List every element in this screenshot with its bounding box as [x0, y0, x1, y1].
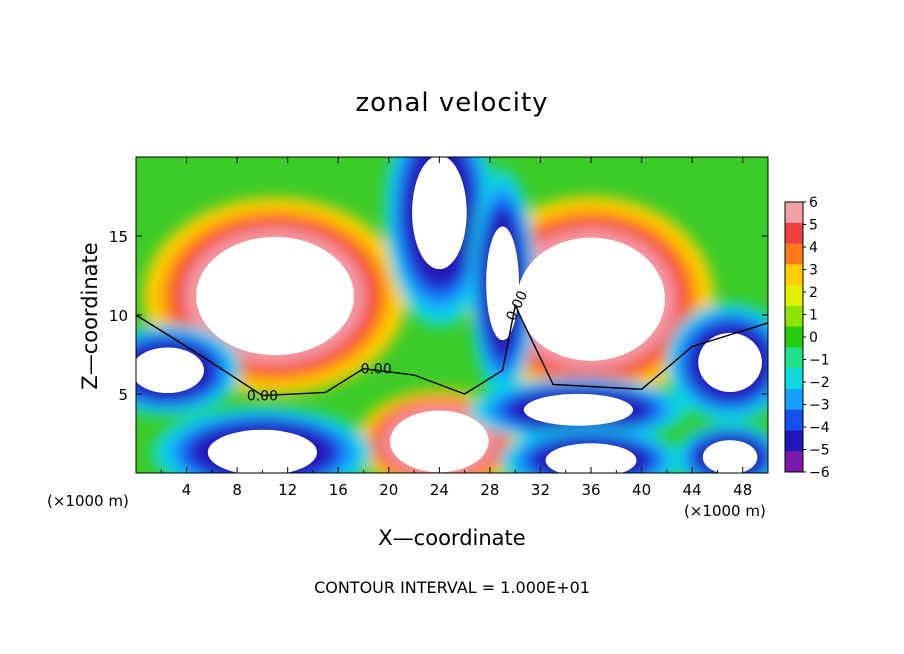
negative-core-0 — [412, 157, 467, 270]
x-tick-label-40: 40 — [632, 481, 651, 499]
positive-core-0 — [196, 236, 354, 356]
x-tick-label-28: 28 — [480, 481, 499, 499]
colorbar-label-12: −6 — [809, 465, 830, 481]
colorbar-swatch-6 — [785, 326, 803, 348]
colorbar-swatch-10 — [785, 409, 803, 431]
x-unit-label-left: (×1000 m) — [47, 492, 129, 510]
x-tick-label-36: 36 — [581, 481, 600, 499]
x-tick-label-32: 32 — [531, 481, 550, 499]
colorbar-swatch-0 — [785, 202, 803, 224]
colorbar-label-2: 4 — [809, 240, 818, 256]
x-axis-label: X—coordinate — [378, 526, 526, 550]
colorbar-label-11: −5 — [809, 443, 830, 459]
colorbar-label-10: −4 — [809, 420, 830, 436]
colorbar-label-3: 3 — [809, 263, 818, 279]
colorbar-label-0: 6 — [809, 195, 818, 211]
colorbar-label-5: 1 — [809, 308, 818, 324]
heatmap-saturated — [136, 157, 762, 473]
zero-contour-line — [136, 303, 768, 397]
x-tick-label-20: 20 — [379, 481, 398, 499]
colorbar-swatch-4 — [785, 285, 803, 307]
colorbar-swatch-3 — [785, 264, 803, 286]
chart-title: zonal velocity — [355, 88, 549, 118]
negative-core-4 — [523, 393, 634, 426]
negative-core-1 — [486, 226, 519, 341]
colorbar: 6 5 4 3 2 1 0 −1 −2 −3 −4 −5 −6 — [784, 195, 830, 481]
colorbar-label-8: −2 — [809, 375, 830, 391]
negative-core-2 — [136, 347, 204, 394]
y-tick-label-5: 5 — [118, 386, 128, 404]
colorbar-label-1: 5 — [809, 218, 818, 234]
negative-core-7 — [702, 440, 758, 473]
x-tick-label-8: 8 — [232, 481, 242, 499]
negative-core-3 — [698, 332, 762, 392]
colorbar-swatch-11 — [785, 430, 803, 452]
x-tick-label-12: 12 — [278, 481, 297, 499]
y-tick-label-15: 15 — [109, 228, 128, 246]
x-tick-label-4: 4 — [182, 481, 192, 499]
contour-interval-note: CONTOUR INTERVAL = 1.000E+01 — [314, 578, 590, 597]
x-tick-label-16: 16 — [329, 481, 348, 499]
colorbar-label-7: −1 — [809, 353, 830, 369]
positive-core-1 — [517, 237, 665, 361]
y-tick-label-10: 10 — [109, 307, 128, 325]
colorbar-swatch-12 — [785, 451, 803, 473]
colorbar-label-6: 0 — [809, 330, 818, 346]
colorbar-swatch-1 — [785, 222, 803, 245]
colorbar-swatch-7 — [785, 347, 803, 369]
contour-label-1: 0.00 — [361, 362, 392, 378]
x-tick-label-24: 24 — [430, 481, 449, 499]
negative-core-6 — [545, 443, 637, 473]
x-tick-label-44: 44 — [683, 481, 702, 499]
x-tick-label-48: 48 — [733, 481, 752, 499]
colorbar-label-4: 2 — [809, 285, 818, 301]
colorbar-swatch-2 — [785, 243, 803, 265]
positive-core-2 — [390, 410, 489, 473]
contour-label-0: 0.00 — [247, 389, 278, 405]
colorbar-swatch-8 — [785, 368, 803, 390]
colorbar-swatch-5 — [785, 305, 803, 328]
negative-core-5 — [207, 429, 317, 473]
colorbar-label-9: −3 — [809, 398, 830, 414]
y-axis-label: Z—coordinate — [78, 242, 102, 390]
colorbar-swatch-9 — [785, 388, 803, 411]
heatmap-field: 0.000.000.00 — [136, 157, 768, 473]
x-unit-label-right: (×1000 m) — [684, 502, 766, 520]
